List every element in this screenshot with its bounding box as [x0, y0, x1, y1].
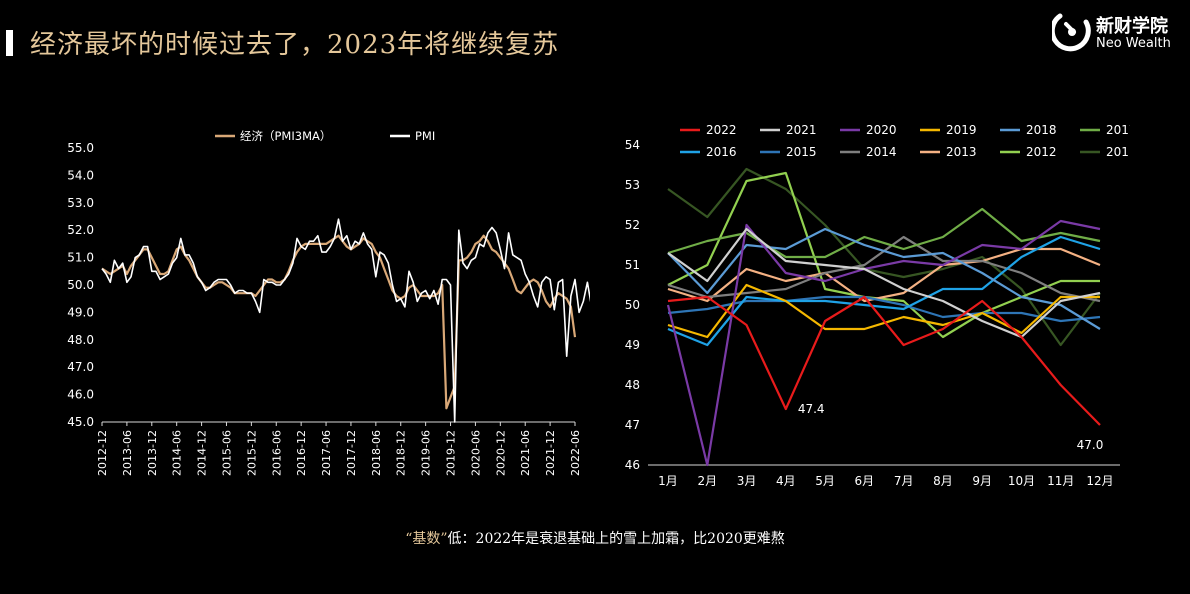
- legend-label: 2021: [786, 123, 817, 137]
- x-tick-label: 3月: [737, 474, 757, 488]
- x-tick-label: 2019-06: [420, 430, 433, 476]
- x-tick-label: 2月: [697, 474, 717, 488]
- data-label: 47.0: [1077, 438, 1104, 452]
- y-tick-label: 51: [625, 258, 640, 272]
- y-tick-label: 49.0: [67, 305, 94, 319]
- y-tick-label: 50.0: [67, 278, 94, 292]
- x-tick-label: 9月: [972, 474, 992, 488]
- title-accent-bar: [6, 30, 13, 56]
- x-tick-label: 12月: [1086, 474, 1113, 488]
- x-tick-label: 2013-06: [121, 430, 134, 476]
- page-title: 经济最坏的时候过去了，2023年将继续复苏: [30, 30, 560, 60]
- x-tick-label: 2012-12: [96, 430, 109, 476]
- x-tick-label: 2020-06: [469, 430, 482, 476]
- legend-label: 2014: [866, 145, 897, 159]
- legend-label: 2016: [706, 145, 737, 159]
- legend-label: 经济（PMI3MA）: [240, 129, 331, 143]
- x-tick-label: 8月: [933, 474, 953, 488]
- legend-label: 2020: [866, 123, 897, 137]
- legend-label: 2022: [706, 123, 737, 137]
- legend-label: 2019: [946, 123, 977, 137]
- x-tick-label: 2013-12: [146, 430, 159, 476]
- x-tick-label: 2014-12: [196, 430, 209, 476]
- legend-label: 2013: [946, 145, 977, 159]
- series-line-pmi3ma: [101, 234, 577, 410]
- logo-mark-icon: [1049, 13, 1091, 52]
- x-tick-label: 2016-12: [295, 430, 308, 476]
- x-tick-label: 2015-06: [220, 430, 233, 476]
- pmi-by-year-chart: 46 47 48 49 50 51 52 53 54 1月 2月 3月 4月 5月 6月 7月 8月 9月 10月 1…: [610, 112, 1137, 492]
- y-tick-label: 46: [625, 458, 640, 472]
- y-tick-label: 55.0: [67, 141, 94, 155]
- x-tick-label: 2018-06: [370, 430, 383, 476]
- legend-label: 2011: [1106, 145, 1130, 159]
- x-tick-label: 6月: [855, 474, 875, 488]
- legend-label: 2015: [786, 145, 817, 159]
- series-line-pmi: [101, 218, 601, 423]
- logo-name-cn: 新财学院: [1096, 16, 1168, 37]
- legend-label: 2018: [1026, 123, 1057, 137]
- x-tick-label: 1月: [658, 474, 678, 488]
- series-line-2018: [667, 227, 1101, 330]
- x-tick-label: 2021-06: [519, 430, 532, 476]
- legend-label: 2012: [1026, 145, 1057, 159]
- data-label: 47.4: [798, 402, 825, 416]
- y-tick-label: 46.0: [67, 388, 94, 402]
- y-tick-label: 53.0: [67, 196, 94, 210]
- y-tick-label: 47.0: [67, 360, 94, 374]
- footnote-highlight: “基数”: [405, 531, 448, 547]
- series-line-2016: [667, 235, 1101, 347]
- series-line-2022: [667, 295, 1101, 426]
- x-tick-label: 2018-12: [395, 430, 408, 476]
- y-tick-label: 48: [625, 378, 640, 392]
- x-tick-label: 2017-12: [345, 430, 358, 476]
- series-line-2019: [667, 283, 1100, 339]
- x-tick-label: 2014-06: [171, 430, 184, 476]
- y-tick-label: 48.0: [67, 333, 94, 347]
- footnote: “基数”低：2022年是衰退基础上的雪上加霜，比2020更难熬: [0, 528, 1190, 548]
- x-tick-label: 2017-06: [320, 430, 333, 476]
- legend-label: PMI: [415, 129, 435, 143]
- footnote-text: 低：2022年是衰退基础上的雪上加霜，比2020更难熬: [447, 531, 785, 547]
- x-tick-label: 10月: [1008, 474, 1035, 488]
- x-tick-label: 7月: [894, 474, 914, 488]
- series-line-2011: [667, 167, 1101, 347]
- y-tick-label: 52: [625, 218, 640, 232]
- y-tick-label: 52.0: [67, 223, 94, 237]
- pmi-by-year-svg: 46 47 48 49 50 51 52 53 54 1月 2月 3月 4月 5月 6月 7月 8月 9月 10月 1…: [625, 123, 1137, 488]
- pmi-history-svg: 45.0 46.0 47.0 48.0 49.0 50.0 51.0 52.0 53.0 54.0…: [67, 129, 607, 476]
- x-tick-label: 2021-12: [544, 430, 557, 476]
- x-tick-label: 2020-12: [494, 430, 507, 476]
- x-tick-label: 11月: [1047, 474, 1074, 488]
- y-tick-label: 50: [625, 298, 640, 312]
- x-tick-label: 2016-06: [270, 430, 283, 476]
- x-tick-label: 5月: [815, 474, 835, 488]
- y-tick-label: 54: [625, 138, 640, 152]
- y-tick-label: 51.0: [67, 251, 94, 265]
- series-line-2015: [667, 295, 1101, 323]
- y-tick-label: 53: [625, 178, 640, 192]
- series-line-2012: [667, 171, 1100, 339]
- x-tick-label: 4月: [776, 474, 796, 488]
- pmi-history-chart: 45.0 46.0 47.0 48.0 49.0 50.0 51.0 52.0 53.0 54.0…: [60, 122, 607, 492]
- x-tick-label: 2019-12: [445, 430, 458, 476]
- y-tick-label: 49: [625, 338, 640, 352]
- logo-name-en: Neo Wealth: [1096, 36, 1171, 51]
- y-tick-label: 45.0: [67, 415, 94, 429]
- series-line-2020: [666, 219, 1101, 467]
- series-line-2021: [667, 227, 1101, 339]
- y-tick-label: 54.0: [67, 168, 94, 182]
- y-tick-label: 47: [625, 418, 640, 432]
- series-line-2013: [667, 247, 1101, 303]
- x-tick-label: 2015-12: [245, 430, 258, 476]
- brand-logo: 新财学院 Neo Wealth: [1049, 10, 1182, 54]
- x-tick-label: 2022-06: [569, 430, 582, 476]
- legend-label: 2017: [1106, 123, 1130, 137]
- series-line-2017: [667, 207, 1101, 259]
